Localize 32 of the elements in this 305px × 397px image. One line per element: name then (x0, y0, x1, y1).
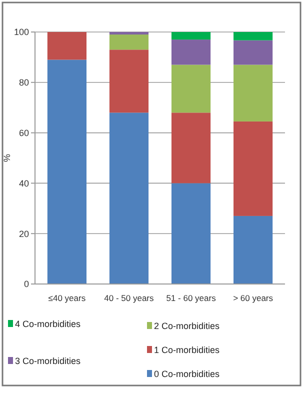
y-axis-title: % (2, 154, 12, 162)
bar (109, 34, 149, 50)
bar (234, 64, 273, 122)
bar (234, 216, 273, 284)
bar (234, 40, 273, 65)
bar (234, 32, 273, 40)
bar (171, 183, 211, 284)
legend-label: 2 Co-morbidities (154, 321, 220, 331)
y-tick-label: 80 (18, 78, 29, 88)
bar (109, 50, 149, 113)
bar (171, 40, 211, 65)
bar (109, 112, 149, 284)
x-tick-label: 51 - 60 years (166, 293, 216, 303)
y-tick-label: 20 (18, 228, 29, 239)
y-tick-label: 0 (24, 279, 29, 290)
bar (171, 64, 211, 113)
y-tick-label: 60 (18, 128, 29, 138)
bar (234, 121, 273, 216)
x-tick-label: ≤40 years (48, 293, 86, 303)
y-tick-label: 40 (18, 178, 29, 188)
bar (47, 60, 86, 284)
bar (47, 32, 86, 60)
legend-label: 4 Co-morbidities (15, 319, 82, 329)
y-tick-label: 100 (14, 27, 29, 38)
bar (171, 112, 211, 184)
bar (109, 32, 149, 35)
legend-label: 1 Co-morbidities (154, 345, 220, 355)
bar (171, 32, 211, 40)
x-tick-label: 40 - 50 years (104, 293, 154, 303)
legend-label: 3 Co-morbidities (15, 356, 82, 366)
legend-label: 0 Co-morbidities (154, 369, 220, 379)
x-tick-label: > 60 years (233, 293, 274, 303)
